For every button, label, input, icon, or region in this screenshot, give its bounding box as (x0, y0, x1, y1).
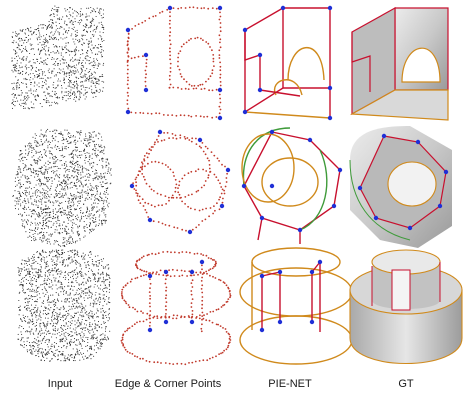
row2-gt-model (349, 126, 452, 248)
row1-pienet-corners (242, 5, 333, 121)
row3-edge-points (120, 250, 232, 366)
row1-gt-model (349, 6, 449, 121)
caption-gt: GT (398, 378, 414, 390)
caption-input: Input (47, 378, 73, 390)
row3-pienet-curves (239, 247, 353, 365)
row3-pienet-corners (259, 259, 323, 333)
row2-edge-points (129, 129, 231, 235)
row3-input-pointcloud (17, 249, 111, 362)
row2-pienet-curves (241, 127, 341, 244)
row2-input-pointcloud (12, 128, 112, 248)
row2-pienet-corners (241, 129, 343, 233)
row3-gt-model (349, 249, 463, 365)
caption-pienet: PIE-NET (268, 378, 312, 390)
row2-gt-corners (357, 133, 449, 231)
row1-input-pointcloud (11, 5, 105, 110)
caption-edge-corner-points: Edge & Corner Points (114, 378, 222, 390)
row1-pienet-curves (244, 7, 331, 119)
row1-edge-points (125, 5, 223, 121)
